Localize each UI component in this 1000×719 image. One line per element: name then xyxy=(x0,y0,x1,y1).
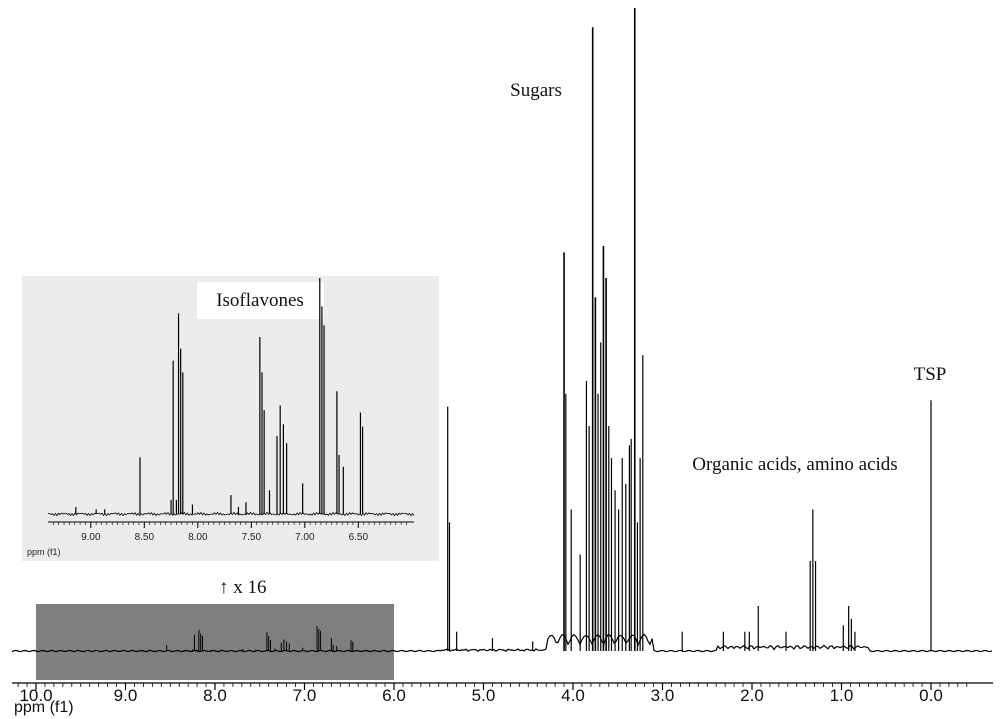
inset-spectrum-baseline xyxy=(47,511,415,517)
main-tick-label: 6.0 xyxy=(382,686,406,705)
inset-tick-label: 9.00 xyxy=(81,532,101,543)
main-tick-label: 8.0 xyxy=(203,686,227,705)
inset-x-axis-title: ppm (f1) xyxy=(27,547,61,557)
annotation-tsp: TSP xyxy=(914,364,947,385)
annotation-organic-acids: Organic acids, amino acids xyxy=(692,454,897,475)
main-x-axis-ticks: 10.0 9.0 8.0 7.0 6.0 5.0 4.0 3.0 2.0 1.0 0.0 xyxy=(17,683,968,705)
zoom-region-box xyxy=(36,604,394,680)
inset-tick-label: 8.00 xyxy=(188,532,208,543)
main-x-axis-title: ppm (f1) xyxy=(14,699,74,716)
inset-tick-label: 8.50 xyxy=(135,532,155,543)
main-tick-label: 7.0 xyxy=(293,686,317,705)
main-tick-label: 9.0 xyxy=(114,686,138,705)
main-tick-label: 4.0 xyxy=(561,686,585,705)
inset-title: Isoflavones xyxy=(216,290,304,311)
inset-tick-label: 7.00 xyxy=(295,532,315,543)
inset-tick-label: 7.50 xyxy=(242,532,262,543)
zoom-factor-label: ↑ x 16 xyxy=(219,577,267,598)
main-spectrum-peaks xyxy=(112,8,932,651)
inset-tick-label: 6.50 xyxy=(349,532,369,543)
main-tick-label: 2.0 xyxy=(740,686,764,705)
main-tick-label: 3.0 xyxy=(651,686,675,705)
main-tick-label: 5.0 xyxy=(472,686,496,705)
inset-spectrum-peaks xyxy=(75,278,364,514)
inset-title-box xyxy=(197,282,324,319)
inset-x-axis-ticks: 9.00 8.50 8.00 7.50 7.00 6.50 xyxy=(53,522,407,543)
main-tick-label: 0.0 xyxy=(919,686,943,705)
main-tick-label: 1.0 xyxy=(830,686,854,705)
annotation-sugars: Sugars xyxy=(510,80,562,101)
main-spectrum-baseline xyxy=(11,633,993,653)
main-tick-label: 10.0 xyxy=(19,686,52,705)
